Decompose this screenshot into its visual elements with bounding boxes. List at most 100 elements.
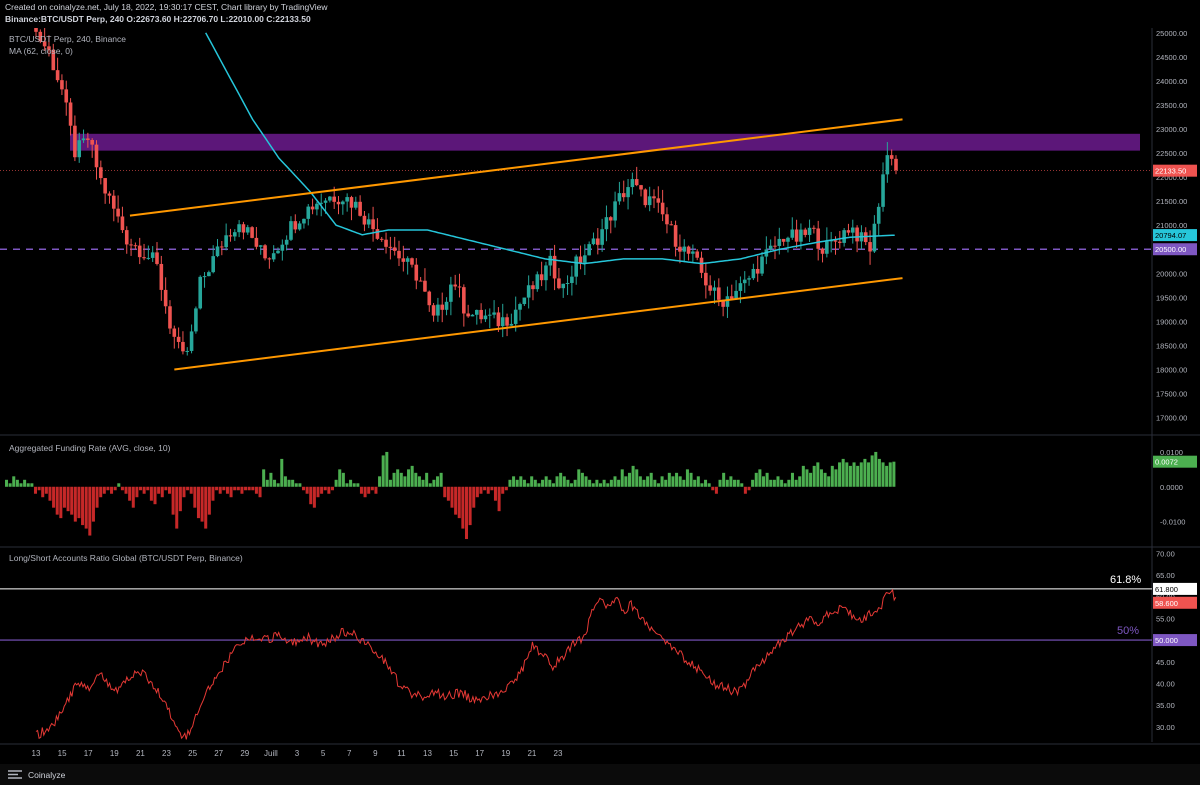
funding-bar	[479, 486, 483, 494]
candle	[302, 218, 306, 224]
funding-bar	[493, 486, 497, 501]
funding-bar	[207, 486, 211, 515]
funding-bar	[613, 476, 617, 487]
funding-bar	[678, 476, 682, 487]
candle	[457, 286, 462, 288]
candle	[652, 196, 656, 199]
funding-bar	[417, 476, 421, 487]
price-axis-tick: 21500.00	[1156, 197, 1187, 206]
funding-bar	[848, 465, 852, 487]
funding-bar	[464, 486, 469, 540]
funding-bar	[12, 476, 16, 487]
long-short-ratio-label[interactable]: Long/Short Accounts Ratio Global (BTC/US…	[9, 553, 243, 563]
candle	[332, 196, 336, 202]
candle	[643, 189, 648, 206]
candle	[77, 140, 82, 158]
funding-bar	[48, 486, 52, 501]
candle	[747, 278, 751, 280]
time-axis-tick: 21	[136, 749, 145, 758]
funding-bar	[548, 479, 552, 487]
candle	[548, 255, 553, 266]
candle	[833, 240, 838, 242]
funding-bar	[5, 479, 9, 487]
funding-bar	[229, 486, 233, 498]
funding-bar	[117, 483, 121, 487]
funding-rate-label[interactable]: Aggregated Funding Rate (AVG, close, 10)	[9, 443, 171, 453]
funding-bar	[392, 472, 396, 487]
candle	[250, 227, 254, 238]
fib-618-value-label: 61.800	[1155, 585, 1178, 594]
coinalyze-logo[interactable]: Coinalyze	[28, 770, 66, 780]
candle	[388, 246, 393, 248]
candle	[254, 237, 259, 247]
funding-bar	[562, 476, 566, 487]
funding-bar	[704, 479, 708, 487]
candle	[73, 125, 77, 158]
funding-bar	[838, 462, 842, 487]
candle	[794, 229, 799, 242]
funding-bar	[327, 486, 331, 494]
ma-indicator-label[interactable]: MA (62, close, 0)	[9, 46, 73, 56]
candle	[812, 227, 816, 229]
funding-axis-tick: 0.0000	[1160, 483, 1183, 492]
funding-bar	[700, 483, 704, 487]
funding-bar	[707, 483, 711, 487]
funding-bar	[225, 486, 229, 494]
funding-bar	[682, 479, 686, 487]
price-axis-tick: 22000.00	[1156, 173, 1187, 182]
funding-bar	[204, 486, 208, 529]
time-axis-tick: 15	[58, 749, 67, 758]
funding-bar	[265, 479, 269, 487]
candle	[799, 229, 803, 242]
candle	[401, 258, 406, 262]
funding-bar	[656, 483, 660, 487]
funding-bar	[823, 472, 827, 487]
funding-bar	[790, 472, 794, 487]
symbol-label[interactable]: BTC/USDT Perp, 240, Binance	[9, 34, 127, 44]
candle	[565, 282, 570, 284]
candle	[328, 196, 332, 201]
funding-bar	[486, 486, 490, 494]
candle	[544, 265, 548, 281]
funding-bar	[182, 486, 186, 498]
funding-bar	[834, 469, 838, 487]
candle	[211, 256, 215, 273]
funding-bar	[877, 458, 881, 487]
funding-bar	[729, 476, 733, 487]
funding-bar	[667, 472, 671, 487]
funding-bar	[439, 472, 443, 487]
funding-bar	[443, 486, 447, 498]
candle	[81, 138, 86, 141]
funding-bar	[508, 479, 512, 487]
funding-bar	[852, 462, 856, 487]
candle	[596, 238, 600, 245]
candle	[669, 224, 674, 226]
funding-bar	[157, 486, 161, 494]
funding-bar	[95, 486, 99, 508]
funding-bar	[124, 486, 128, 494]
funding-bar	[330, 486, 334, 491]
ratio-axis-tick: 35.00	[1156, 701, 1175, 710]
candle	[142, 257, 146, 259]
funding-bar	[385, 451, 389, 487]
price-axis-tick: 24000.00	[1156, 77, 1187, 86]
candle	[181, 341, 185, 352]
funding-bar	[736, 479, 740, 487]
candle	[729, 296, 734, 299]
funding-bar	[751, 479, 755, 487]
resistance-zone	[70, 133, 1140, 151]
funding-bar	[189, 486, 193, 494]
funding-bar	[765, 472, 769, 487]
time-axis-tick: 15	[449, 749, 458, 758]
candle	[349, 197, 354, 208]
candle	[232, 232, 237, 237]
funding-bar	[178, 486, 182, 512]
funding-bar	[609, 479, 613, 487]
funding-bar	[273, 479, 277, 487]
candle	[284, 239, 289, 245]
long-short-ratio-line	[35, 588, 897, 740]
funding-bar	[287, 479, 291, 487]
funding-bar	[606, 483, 610, 487]
time-axis-tick: 23	[554, 749, 563, 758]
